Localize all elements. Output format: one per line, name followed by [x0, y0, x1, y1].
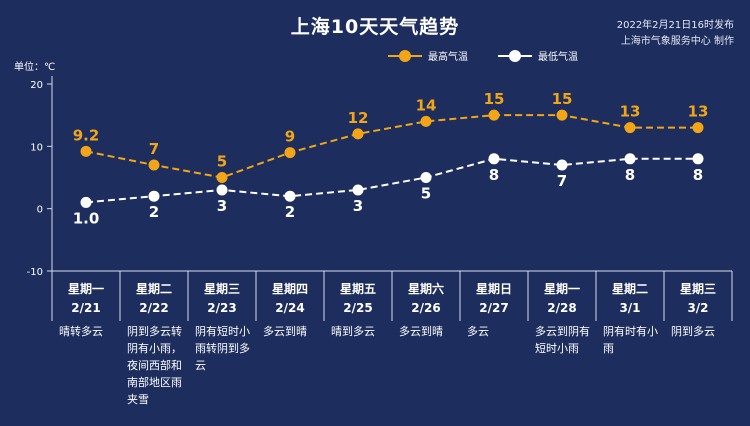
date-label: 2/24: [275, 301, 305, 315]
weather-description: 阴到多云: [671, 325, 715, 338]
low-temp-point: [148, 190, 160, 202]
unit-label: 单位：℃: [14, 62, 56, 73]
weekday-label: 星期六: [407, 282, 444, 296]
high-temp-label: 14: [416, 96, 437, 114]
date-label: 3/2: [687, 301, 709, 315]
high-temp-point: [624, 122, 636, 134]
low-temp-label: 2: [149, 203, 159, 221]
day-header: 星期四 2/24: [256, 280, 324, 315]
weekday-label: 星期四: [271, 282, 308, 296]
low-temp-label: 3: [353, 197, 363, 215]
date-label: 2/22: [139, 301, 169, 315]
low-temp-label: 5: [421, 185, 431, 203]
day-header: 星期三 2/23: [188, 280, 256, 315]
low-temp-point: [624, 153, 636, 165]
day-header: 星期日 2/27: [460, 280, 528, 315]
low-temp-point: [352, 184, 364, 196]
legend-low: 最低气温: [498, 48, 578, 63]
low-temp-label: 8: [625, 166, 635, 184]
low-temp-label: 2: [285, 203, 295, 221]
date-label: 2/26: [411, 301, 441, 315]
legend-high: 最高气温: [388, 48, 468, 63]
high-temp-label: 9.2: [73, 126, 100, 144]
low-temp-point: [284, 190, 296, 202]
high-temp-label: 15: [552, 90, 573, 108]
high-temp-point: [488, 109, 500, 121]
date-label: 2/25: [343, 301, 373, 315]
credit-text: 上海市气象服务中心 制作: [620, 36, 734, 47]
high-temp-label: 12: [348, 109, 369, 127]
low-temp-point: [556, 159, 568, 171]
y-tick-label: 20: [30, 80, 43, 91]
y-tick-label: -10: [27, 267, 43, 278]
high-temp-label: 13: [688, 103, 709, 121]
weekday-label: 星期三: [203, 282, 240, 296]
high-temp-label: 13: [620, 103, 641, 121]
date-label: 2/23: [207, 301, 237, 315]
chart-title: 上海10天天气趋势: [290, 16, 460, 38]
high-temp-point: [352, 128, 364, 140]
high-temp-label: 9: [285, 128, 295, 146]
low-temp-label: 1.0: [73, 209, 100, 227]
y-tick-label: 0: [37, 205, 43, 216]
weather-description: 晴到多云: [331, 325, 375, 338]
low-temp-label: 8: [489, 166, 499, 184]
high-temp-point: [556, 109, 568, 121]
high-temp-line: [85, 114, 698, 179]
legend-high-label: 最高气温: [428, 52, 468, 63]
weekday-label: 星期一: [543, 282, 580, 296]
low-temp-line: [85, 157, 698, 204]
weather-description: 多云到晴: [263, 325, 307, 338]
day-header: 星期二 2/22: [120, 280, 188, 315]
day-header: 星期六 2/26: [392, 280, 460, 315]
day-header: 星期一 2/21: [52, 280, 120, 315]
high-temp-point: [692, 122, 704, 134]
date-label: 2/27: [479, 301, 509, 315]
weather-description: 阴有时有小雨: [603, 325, 658, 355]
weather-description: 多云: [467, 325, 489, 338]
high-temp-point: [216, 172, 228, 183]
high-temp-point: [284, 147, 296, 159]
high-temp-label: 7: [149, 140, 159, 158]
weather-description: 多云到阴有短时小雨: [535, 325, 590, 355]
weather-description: 晴转多云: [59, 325, 103, 338]
date-label: 2/28: [547, 301, 577, 315]
low-temp-label: 3: [217, 197, 227, 215]
high-temp-label: 5: [217, 153, 227, 171]
day-header: 星期三 3/2: [664, 280, 732, 315]
legend-low-label: 最低气温: [538, 52, 578, 63]
high-temp-label: 15: [484, 90, 505, 108]
high-temp-point: [148, 159, 160, 171]
publish-time: 2022年2月21日16时发布: [616, 20, 734, 31]
date-label: 2/21: [71, 301, 101, 315]
low-temp-point: [216, 184, 228, 196]
high-temp-point: [80, 145, 92, 157]
low-temp-label: 7: [557, 172, 567, 190]
day-header: 星期二 3/1: [596, 280, 664, 315]
low-temp-point: [420, 172, 432, 183]
legend-high-marker: [388, 49, 422, 63]
weather-description: 阴到多云转阴有小雨，夜间西部和南部地区雨夹雪: [127, 325, 182, 406]
low-temp-point: [488, 153, 500, 165]
weekday-label: 星期一: [67, 282, 104, 296]
day-header: 星期一 2/28: [528, 280, 596, 315]
low-temp-point: [80, 196, 92, 208]
weekday-label: 星期五: [339, 282, 376, 296]
low-temp-label: 8: [693, 166, 703, 184]
weekday-label: 星期三: [679, 282, 716, 296]
weather-description: 多云到晴: [399, 325, 443, 338]
weekday-label: 星期日: [475, 282, 512, 296]
day-header: 星期五 2/25: [324, 280, 392, 315]
date-label: 3/1: [619, 301, 641, 315]
low-temp-point: [692, 153, 704, 165]
weekday-label: 星期二: [611, 282, 648, 296]
legend-low-marker: [498, 49, 532, 63]
high-temp-point: [420, 115, 432, 127]
weekday-label: 星期二: [135, 282, 172, 296]
weather-description: 阴有短时小雨转阴到多云: [195, 325, 250, 372]
y-tick-label: 10: [30, 142, 43, 153]
